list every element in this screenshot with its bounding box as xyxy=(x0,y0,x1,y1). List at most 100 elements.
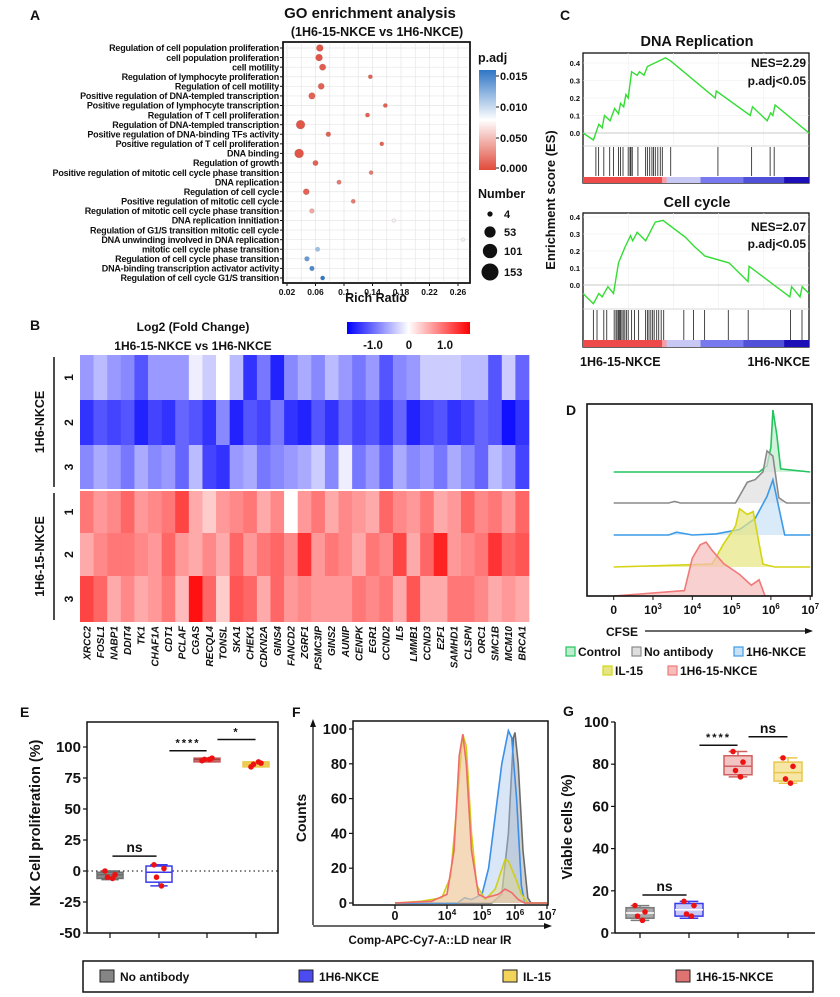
heatmap-cell xyxy=(216,576,230,622)
heatmap-cell xyxy=(188,445,203,489)
gene-label: FOSL1 xyxy=(96,626,107,659)
heatmap-cell xyxy=(216,491,230,533)
x-tick-label: 104 xyxy=(438,908,457,923)
heatmap-cell xyxy=(80,533,94,576)
padj-label: p.adj<0.05 xyxy=(748,74,807,88)
rank-colorbar-segment xyxy=(583,177,663,183)
row-label: 3 xyxy=(62,463,76,470)
heatmap-cell xyxy=(420,533,435,576)
heatmap-cell xyxy=(134,400,149,445)
heatmap-cell xyxy=(379,400,394,445)
heatmap-cell xyxy=(188,355,203,400)
y-tick-label: 80 xyxy=(331,757,347,773)
panel-label-g: G xyxy=(563,703,574,719)
term-label: DNA unwinding involved in DNA replicatio… xyxy=(101,235,279,245)
heatmap-cell xyxy=(175,491,190,533)
gene-label: GINS2 xyxy=(327,626,338,656)
legend-label: 1H6-15-NKCE xyxy=(680,664,757,678)
row-label: 3 xyxy=(62,595,76,602)
y-tick-label: 0.1 xyxy=(570,264,580,273)
es-curve xyxy=(582,219,810,305)
panel-label-b: B xyxy=(30,317,40,333)
axis-arrow-icon xyxy=(544,923,552,929)
y-tick-label: 0.4 xyxy=(570,213,581,222)
heatmap-cell xyxy=(148,445,162,489)
heatmap-cell xyxy=(175,445,190,489)
data-point xyxy=(102,868,108,874)
heatmap-cell xyxy=(338,400,353,445)
gene-label: CGAS xyxy=(191,626,202,655)
legend-label: IL-15 xyxy=(615,664,643,678)
nes-label: NES=2.29 xyxy=(751,56,806,70)
heatmap-cell xyxy=(460,533,475,576)
data-point xyxy=(681,898,687,905)
legend-swatch xyxy=(298,969,314,983)
gene-label: NABP1 xyxy=(110,626,121,660)
term-label: Regulation of DNA-templed transcription xyxy=(112,120,279,130)
legend-swatch xyxy=(602,665,613,676)
heatmap-cell xyxy=(447,576,462,622)
go-enrichment-panel: GO enrichment analysis (1H6-15-NKCE vs 1H… xyxy=(53,5,528,305)
heatmap-cell xyxy=(134,576,149,622)
heatmap-cell xyxy=(80,576,94,622)
bubble xyxy=(315,53,323,62)
row-label: 1 xyxy=(62,508,76,515)
legend-label: Control xyxy=(578,645,621,659)
heatmap-cell xyxy=(338,576,353,622)
data-point xyxy=(639,917,646,924)
histogram-fill xyxy=(587,450,812,503)
heatmap-cell xyxy=(256,576,271,622)
heatmap-cell xyxy=(311,400,326,445)
heatmap-cell xyxy=(433,533,448,576)
heatmap-cell xyxy=(311,533,326,576)
heatmap-cell xyxy=(311,355,326,400)
axis-arrow-icon xyxy=(310,719,316,727)
heatmap-cell xyxy=(420,445,435,489)
heatmap-cell xyxy=(488,576,503,622)
heatmap-cell xyxy=(392,491,407,533)
tick-exponent: 5 xyxy=(487,908,492,917)
term-label: Regulation of cell cycle xyxy=(184,187,279,197)
tick-exponent: 6 xyxy=(775,602,780,611)
color-legend-label: 0.015 xyxy=(500,71,528,83)
bubble xyxy=(320,275,326,281)
heatmap-cell xyxy=(447,445,462,489)
heatmap-cell xyxy=(433,491,448,533)
heatmap-cell xyxy=(120,400,135,445)
histogram-fill xyxy=(395,730,547,903)
panel-label-a: A xyxy=(30,7,40,23)
x-tick-label: 107 xyxy=(538,908,557,923)
size-legend-label: 4 xyxy=(504,209,511,221)
heatmap-cell xyxy=(406,533,421,576)
term-label: Regulation of cell population proliferat… xyxy=(109,43,279,53)
rank-colorbar-segment xyxy=(666,177,701,183)
bubble xyxy=(325,131,332,138)
data-point xyxy=(688,913,695,919)
heatmap-cell xyxy=(161,445,176,489)
heatmap-cell xyxy=(270,400,285,445)
heatmap-cell xyxy=(324,491,339,533)
heatmap-cell xyxy=(270,445,285,489)
term-label: Positive regulation of T cell proliferat… xyxy=(116,139,279,149)
y-tick-label: 100 xyxy=(584,714,609,731)
color-legend-label: 0.010 xyxy=(500,102,528,114)
heatmap-cell xyxy=(365,533,380,576)
tick-base: 10 xyxy=(723,603,737,617)
colorbar-tick-label: 0 xyxy=(406,340,412,352)
plot-area xyxy=(282,41,471,284)
tick-base: 10 xyxy=(644,603,658,617)
term-label: Positive regulation of DNA-binding TFs a… xyxy=(87,129,279,139)
gene-label: BRCA1 xyxy=(518,626,529,661)
gene-label: SKA1 xyxy=(232,626,243,653)
heatmap-cell xyxy=(406,355,421,400)
significance-label: **** xyxy=(706,732,731,744)
bubble xyxy=(317,82,325,90)
gene-label: CENPK xyxy=(354,625,365,661)
size-legend-dot xyxy=(482,243,498,259)
panel-label-e: E xyxy=(20,704,29,720)
bubble xyxy=(460,237,466,242)
heatmap-cell xyxy=(243,576,258,622)
heatmap-cell xyxy=(202,491,217,533)
data-point xyxy=(782,776,789,782)
